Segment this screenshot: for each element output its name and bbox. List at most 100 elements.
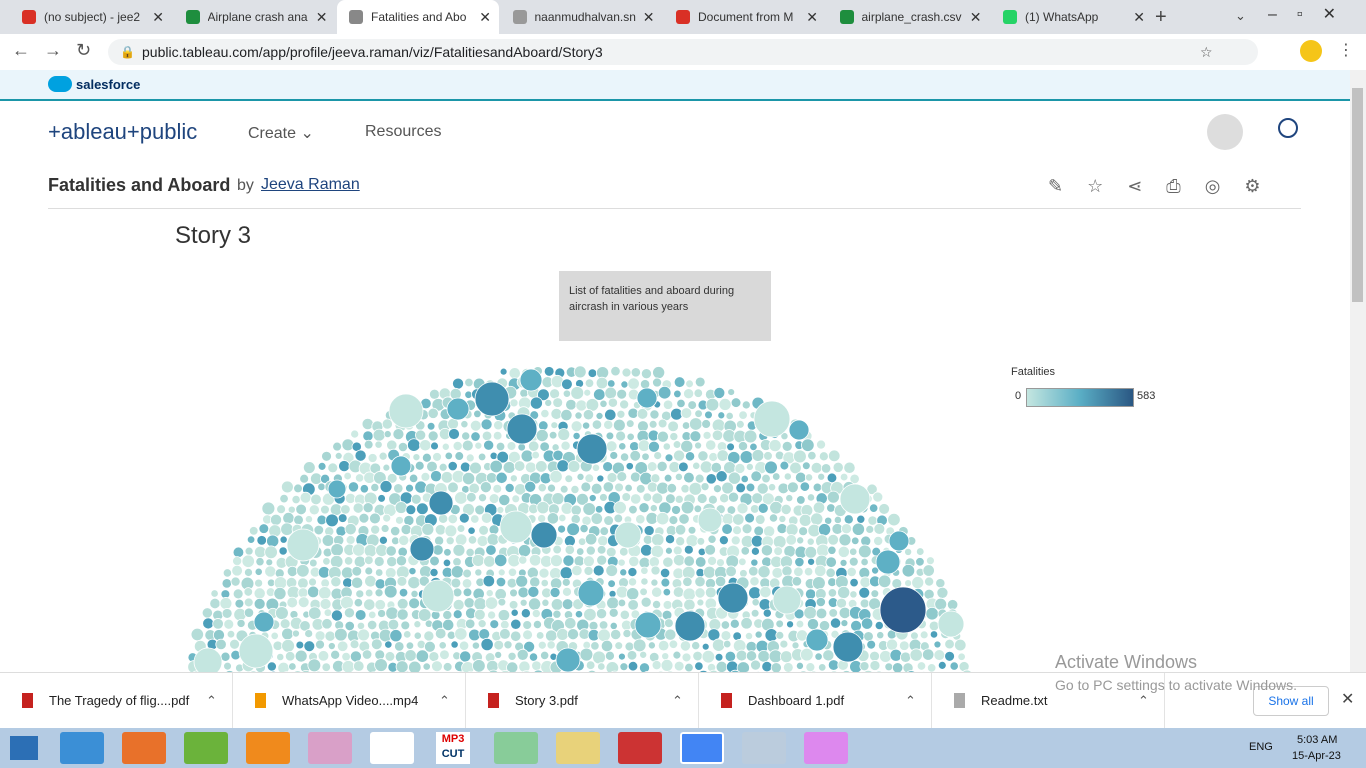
bubble[interactable]	[933, 640, 942, 649]
bubble[interactable]	[471, 641, 481, 650]
bubble[interactable]	[584, 532, 598, 546]
bubble[interactable]	[816, 439, 826, 450]
bubble[interactable]	[769, 500, 783, 515]
bubble[interactable]	[469, 419, 482, 432]
bubble[interactable]	[683, 544, 694, 555]
bubble[interactable]	[710, 461, 722, 474]
bubble[interactable]	[837, 585, 851, 599]
bubble[interactable]	[522, 629, 533, 641]
bubble[interactable]	[717, 411, 726, 420]
bubble[interactable]	[497, 609, 511, 622]
tab[interactable]: (1) WhatsApp ✕	[991, 0, 1153, 34]
language[interactable]: ENG	[1249, 741, 1273, 753]
bubble[interactable]	[448, 428, 460, 440]
bubble[interactable]	[683, 555, 695, 567]
bubble[interactable]	[446, 397, 470, 421]
bubble[interactable]	[538, 420, 549, 431]
bubble[interactable]	[704, 586, 717, 599]
tab-close[interactable]: ✕	[315, 9, 328, 25]
bubble[interactable]	[604, 386, 618, 400]
bubble[interactable]	[341, 651, 351, 662]
bubble[interactable]	[714, 652, 724, 662]
bubble[interactable]	[353, 555, 367, 568]
bubble[interactable]	[438, 641, 447, 650]
bubble[interactable]	[559, 566, 573, 580]
bubble[interactable]	[691, 641, 701, 651]
bubble[interactable]	[656, 670, 666, 672]
bubble[interactable]	[234, 598, 245, 609]
bubble[interactable]	[517, 544, 532, 558]
bubble[interactable]	[556, 459, 570, 473]
bubble[interactable]	[478, 628, 491, 640]
bubble[interactable]	[672, 586, 685, 598]
bubble[interactable]	[492, 430, 503, 441]
bubble[interactable]	[619, 546, 629, 557]
bubble[interactable]	[788, 419, 810, 441]
bubble[interactable]	[461, 439, 474, 452]
bubble[interactable]	[450, 565, 464, 579]
bubble[interactable]	[694, 409, 703, 418]
bubble[interactable]	[492, 483, 503, 494]
bubble[interactable]	[745, 650, 758, 662]
bubble[interactable]	[859, 576, 872, 589]
bubble[interactable]	[334, 452, 343, 460]
bubble[interactable]	[261, 501, 276, 516]
bubble[interactable]	[607, 397, 618, 408]
bubble[interactable]	[212, 629, 225, 642]
bubble[interactable]	[624, 641, 635, 652]
bubble[interactable]	[701, 649, 716, 664]
bubble[interactable]	[872, 491, 884, 503]
bubble[interactable]	[335, 525, 347, 537]
bubble[interactable]	[241, 554, 255, 568]
bubble[interactable]	[254, 567, 263, 576]
bubble[interactable]	[640, 368, 652, 380]
bubble[interactable]	[702, 430, 712, 440]
bubble[interactable]	[694, 576, 706, 588]
bubble[interactable]	[829, 617, 842, 629]
bubble[interactable]	[761, 473, 771, 484]
bubble[interactable]	[562, 389, 572, 398]
bubble[interactable]	[849, 590, 858, 599]
bubble[interactable]	[827, 533, 839, 546]
bubble[interactable]	[517, 586, 530, 599]
bubble[interactable]	[461, 578, 473, 589]
bubble[interactable]	[665, 546, 673, 555]
bubble[interactable]	[513, 460, 526, 472]
bubble[interactable]	[610, 628, 622, 641]
bubble[interactable]	[515, 574, 529, 588]
bubble[interactable]	[664, 618, 674, 629]
bubble[interactable]	[422, 662, 431, 671]
bubble[interactable]	[609, 451, 619, 460]
bubble[interactable]	[628, 504, 638, 515]
bubble[interactable]	[269, 670, 279, 672]
bubble[interactable]	[538, 567, 550, 579]
bubble[interactable]	[573, 365, 587, 379]
bubble[interactable]	[826, 503, 836, 513]
bubble[interactable]	[230, 576, 241, 587]
bubble[interactable]	[936, 586, 949, 599]
bubble[interactable]	[806, 618, 820, 631]
bubble[interactable]	[796, 536, 805, 545]
bubble[interactable]	[248, 670, 259, 672]
bubble[interactable]	[734, 462, 746, 474]
bubble[interactable]	[413, 620, 422, 629]
bubble[interactable]	[509, 474, 518, 483]
bubble[interactable]	[662, 442, 671, 451]
bubble[interactable]	[754, 630, 763, 639]
bubble[interactable]	[937, 610, 965, 638]
bubble[interactable]	[614, 482, 624, 493]
bubble[interactable]	[550, 421, 559, 430]
bubble[interactable]	[639, 650, 648, 659]
bubble[interactable]	[279, 618, 291, 630]
bubble[interactable]	[647, 440, 660, 453]
bubble[interactable]	[678, 513, 690, 525]
bubble[interactable]	[715, 660, 728, 672]
bubble[interactable]	[642, 671, 653, 672]
bubble[interactable]	[689, 430, 702, 443]
bubble[interactable]	[683, 471, 695, 484]
bubble[interactable]	[559, 484, 569, 494]
bubble[interactable]	[368, 610, 377, 620]
bubble[interactable]	[527, 585, 540, 598]
bubble[interactable]	[243, 607, 255, 618]
bubble[interactable]	[806, 537, 815, 546]
